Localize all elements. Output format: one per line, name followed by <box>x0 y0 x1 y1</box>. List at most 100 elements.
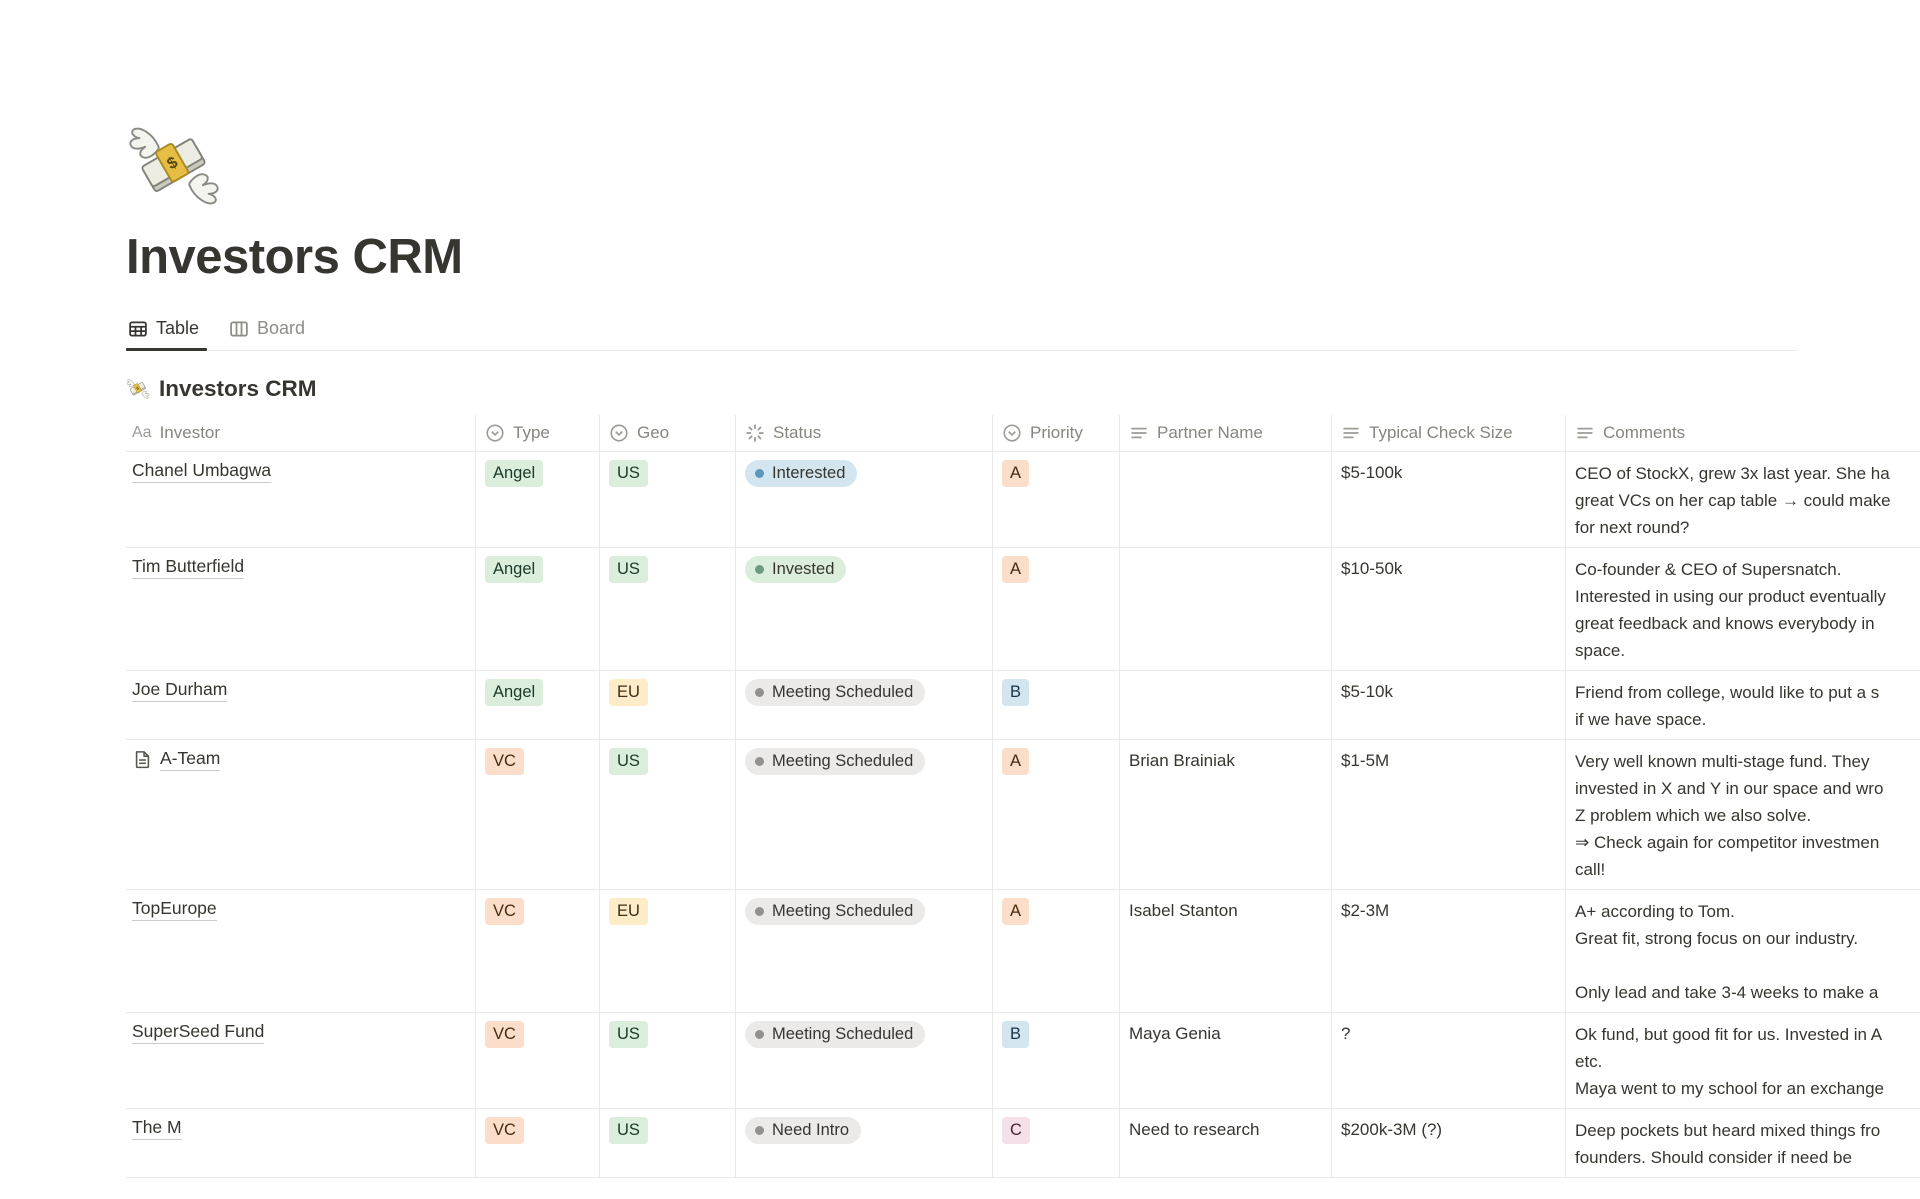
comments-cell[interactable]: Very well known multi-stage fund. They i… <box>1575 752 1884 879</box>
comments-cell[interactable]: A+ according to Tom. Great fit, strong f… <box>1575 902 1879 1002</box>
priority-cell[interactable]: A <box>993 548 1120 670</box>
money-with-wings-icon <box>126 377 150 401</box>
priority-cell[interactable]: B <box>993 671 1120 739</box>
column-header-investor[interactable]: Aa Investor <box>126 415 476 451</box>
table-header-row: Aa Investor Type Geo Status Priority <box>126 415 1920 452</box>
column-header-priority[interactable]: Priority <box>993 415 1120 451</box>
geo-tag: US <box>609 460 648 487</box>
priority-cell[interactable]: A <box>993 890 1120 1012</box>
money-with-wings-icon[interactable] <box>126 118 222 214</box>
type-cell[interactable]: VC <box>476 1109 600 1177</box>
column-header-type[interactable]: Type <box>476 415 600 451</box>
column-header-geo[interactable]: Geo <box>600 415 736 451</box>
status-dot-icon <box>755 1126 764 1135</box>
select-icon <box>610 424 628 442</box>
column-header-check-size[interactable]: Typical Check Size <box>1332 415 1566 451</box>
check-size-cell[interactable]: ? <box>1332 1013 1566 1108</box>
status-cell[interactable]: Meeting Scheduled <box>736 890 993 1012</box>
column-header-comments[interactable]: Comments <box>1566 415 1920 451</box>
table-row: Tim Butterfield Angel US Invested A $10-… <box>126 548 1920 671</box>
database-title[interactable]: Investors CRM <box>126 376 1920 402</box>
check-size-cell[interactable]: $5-100k <box>1332 452 1566 547</box>
priority-cell[interactable]: C <box>993 1109 1120 1177</box>
status-dot-icon <box>755 757 764 766</box>
status-cell[interactable]: Meeting Scheduled <box>736 1013 993 1108</box>
geo-cell[interactable]: US <box>600 452 736 547</box>
partner-name-cell[interactable]: Need to research <box>1120 1109 1332 1177</box>
priority-cell[interactable]: B <box>993 1013 1120 1108</box>
comments-cell[interactable]: Ok fund, but good fit for us. Invested i… <box>1575 1025 1884 1098</box>
investor-cell[interactable]: Tim Butterfield <box>126 548 476 670</box>
investor-page-link[interactable]: SuperSeed Fund <box>132 1021 265 1044</box>
geo-tag: US <box>609 1021 648 1048</box>
column-header-partner-name[interactable]: Partner Name <box>1120 415 1332 451</box>
type-cell[interactable]: VC <box>476 890 600 1012</box>
investor-page-link[interactable]: The M <box>132 1117 182 1140</box>
status-cell[interactable]: Interested <box>736 452 993 547</box>
geo-cell[interactable]: EU <box>600 671 736 739</box>
partner-name-cell[interactable]: Brian Brainiak <box>1120 740 1332 889</box>
board-view-icon <box>230 321 248 337</box>
partner-name-cell[interactable] <box>1120 548 1332 670</box>
check-size-cell[interactable]: $5-10k <box>1332 671 1566 739</box>
status-cell[interactable]: Meeting Scheduled <box>736 671 993 739</box>
partner-name-cell[interactable]: Isabel Stanton <box>1120 890 1332 1012</box>
geo-cell[interactable]: US <box>600 1109 736 1177</box>
investor-cell[interactable]: The M <box>126 1109 476 1177</box>
investor-cell[interactable]: Chanel Umbagwa <box>126 452 476 547</box>
geo-cell[interactable]: US <box>600 1013 736 1108</box>
comments-cell[interactable]: Friend from college, would like to put a… <box>1575 683 1880 729</box>
view-tab-bar: Table Board <box>126 312 1798 351</box>
status-cell[interactable]: Invested <box>736 548 993 670</box>
check-size-cell[interactable]: $1-5M <box>1332 740 1566 889</box>
comments-cell[interactable]: Co-founder & CEO of Supersnatch. Interes… <box>1575 560 1886 660</box>
tab-table-label: Table <box>156 318 200 338</box>
comments-cell[interactable]: CEO of StockX, grew 3x last year. She ha… <box>1575 464 1891 537</box>
type-cell[interactable]: VC <box>476 1013 600 1108</box>
tab-board[interactable]: Board <box>227 312 319 350</box>
type-cell[interactable]: VC <box>476 740 600 889</box>
partner-name-cell[interactable]: Maya Genia <box>1120 1013 1332 1108</box>
partner-name-cell[interactable] <box>1120 671 1332 739</box>
geo-cell[interactable]: US <box>600 548 736 670</box>
geo-cell[interactable]: US <box>600 740 736 889</box>
page-title[interactable]: Investors CRM <box>126 230 463 284</box>
table-row: A-Team VC US Meeting Scheduled A Brian B… <box>126 740 1920 890</box>
type-tag: Angel <box>485 460 544 487</box>
tab-table[interactable]: Table <box>126 312 213 351</box>
check-size-cell[interactable]: $200k-3M (?) <box>1332 1109 1566 1177</box>
geo-cell[interactable]: EU <box>600 890 736 1012</box>
investor-page-link[interactable]: TopEurope <box>132 898 217 921</box>
status-cell[interactable]: Meeting Scheduled <box>736 740 993 889</box>
priority-tag: A <box>1002 556 1030 583</box>
select-icon <box>486 424 504 442</box>
priority-tag: A <box>1002 460 1030 487</box>
text-icon <box>1577 427 1593 439</box>
priority-cell[interactable]: A <box>993 452 1120 547</box>
column-header-status[interactable]: Status <box>736 415 993 451</box>
partner-name-cell[interactable] <box>1120 452 1332 547</box>
status-icon <box>746 424 764 442</box>
type-tag: VC <box>485 1021 524 1048</box>
check-size-cell[interactable]: $10-50k <box>1332 548 1566 670</box>
investor-cell[interactable]: TopEurope <box>126 890 476 1012</box>
type-cell[interactable]: Angel <box>476 671 600 739</box>
investor-page-link[interactable]: Tim Butterfield <box>132 556 245 579</box>
investor-cell[interactable]: A-Team <box>126 740 476 889</box>
investor-page-link[interactable]: A-Team <box>160 748 221 771</box>
investor-page-link[interactable]: Joe Durham <box>132 679 228 702</box>
table-view-icon <box>129 321 147 337</box>
type-cell[interactable]: Angel <box>476 452 600 547</box>
investor-cell[interactable]: Joe Durham <box>126 671 476 739</box>
status-pill: Meeting Scheduled <box>745 679 926 706</box>
type-cell[interactable]: Angel <box>476 548 600 670</box>
comments-cell[interactable]: Deep pockets but heard mixed things fro … <box>1575 1121 1881 1167</box>
priority-cell[interactable]: A <box>993 740 1120 889</box>
table-row: Chanel Umbagwa Angel US Interested A $5-… <box>126 452 1920 548</box>
investor-cell[interactable]: SuperSeed Fund <box>126 1013 476 1108</box>
table-row: SuperSeed Fund VC US Meeting Scheduled B… <box>126 1013 1920 1109</box>
check-size-cell[interactable]: $2-3M <box>1332 890 1566 1012</box>
status-cell[interactable]: Need Intro <box>736 1109 993 1177</box>
investor-page-link[interactable]: Chanel Umbagwa <box>132 460 272 483</box>
